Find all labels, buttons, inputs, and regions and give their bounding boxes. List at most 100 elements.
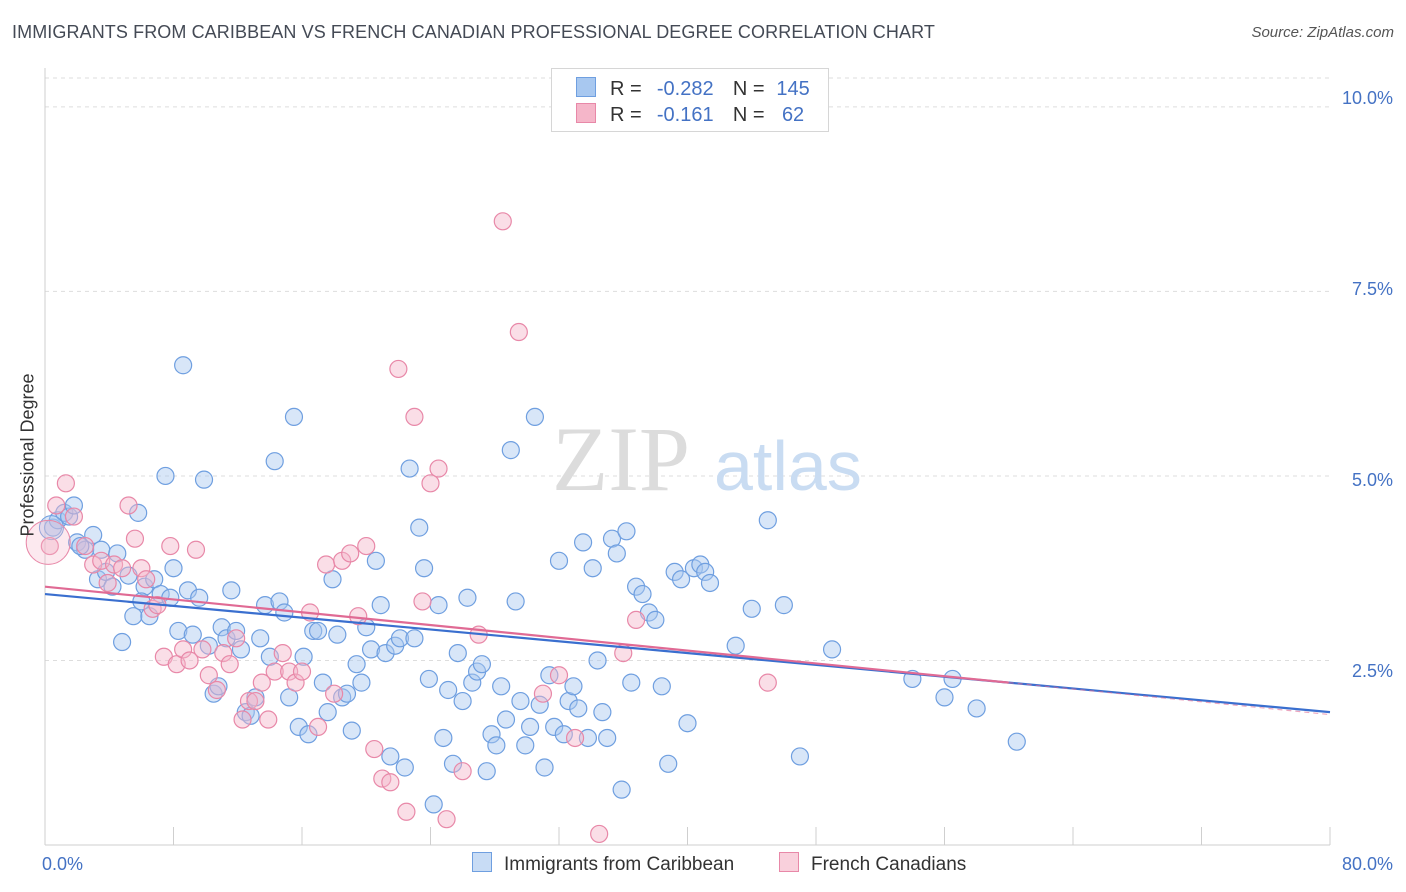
- data-point: [156, 466, 175, 486]
- data-point: [520, 717, 540, 737]
- data-point: [453, 691, 472, 711]
- data-point: [265, 452, 284, 471]
- data-point: [376, 643, 395, 663]
- data-point: [598, 728, 617, 748]
- data-point: [493, 212, 512, 231]
- data-point: [40, 536, 59, 556]
- data-point: [530, 695, 549, 714]
- y-tick-label-5-0: 5.0%: [1352, 470, 1393, 490]
- data-point: [231, 640, 251, 659]
- data-point: [564, 677, 583, 696]
- data-point: [124, 607, 143, 626]
- data-point: [239, 691, 259, 711]
- data-point: [671, 570, 691, 589]
- data-point: [700, 573, 720, 593]
- legend-swatch-pink: [576, 103, 596, 123]
- data-point: [180, 651, 199, 670]
- data-point: [112, 632, 132, 652]
- data-point: [612, 780, 631, 799]
- legend-n-label: N =: [732, 78, 765, 100]
- data-point: [365, 739, 384, 759]
- trend-line-french-canadians-extension: [1008, 682, 1331, 716]
- data-point: [76, 536, 95, 556]
- data-point: [559, 691, 578, 711]
- data-point: [652, 677, 671, 696]
- data-point: [389, 359, 408, 379]
- data-point: [583, 559, 602, 578]
- data-point: [633, 584, 652, 604]
- data-point: [516, 736, 535, 755]
- data-point: [357, 536, 376, 556]
- data-point: [59, 507, 79, 526]
- x-tick-label-max: 80.0%: [1342, 854, 1393, 874]
- data-point: [458, 588, 477, 607]
- data-point: [602, 529, 622, 548]
- trend-line-french-canadians: [44, 585, 1009, 684]
- data-point: [371, 596, 390, 615]
- data-point: [774, 596, 793, 615]
- data-point: [352, 673, 371, 692]
- data-point: [129, 503, 148, 522]
- data-point: [169, 621, 188, 641]
- data-point: [341, 544, 360, 563]
- data-point: [56, 474, 75, 493]
- data-point: [193, 640, 212, 659]
- data-point: [164, 559, 183, 578]
- data-point: [64, 507, 84, 526]
- data-point: [337, 684, 357, 703]
- legend-swatch-caribbean: [472, 852, 492, 872]
- data-point: [822, 640, 842, 659]
- data-point: [509, 322, 528, 342]
- data-point: [758, 511, 777, 530]
- data-point: [429, 459, 448, 478]
- series-french-canadian-points: [25, 212, 777, 844]
- data-point: [463, 673, 482, 692]
- data-point: [227, 621, 246, 641]
- data-point: [207, 680, 226, 700]
- data-point: [220, 655, 239, 674]
- data-point: [125, 529, 145, 548]
- data-point: [588, 651, 607, 670]
- legend-label-french-canadians: French Canadians: [811, 854, 967, 875]
- data-point: [758, 673, 777, 692]
- data-point: [439, 680, 458, 700]
- legend-swatch-blue: [576, 77, 596, 97]
- data-point: [659, 754, 678, 773]
- data-point: [593, 703, 612, 722]
- legend-r-label: R =: [610, 104, 642, 126]
- legend-swatch-french-canadians: [779, 852, 799, 872]
- source-label: Source: ZipAtlas.com: [1251, 24, 1394, 41]
- data-point: [696, 562, 715, 582]
- legend-item-french-canadians: French Canadians: [779, 852, 966, 876]
- data-point: [413, 592, 432, 611]
- data-point: [437, 810, 456, 829]
- data-point: [535, 758, 554, 777]
- data-point: [275, 603, 294, 622]
- data-point: [318, 703, 337, 722]
- data-point: [511, 691, 530, 711]
- legend-n-label: N =: [732, 104, 765, 126]
- y-tick-label-10-0: 10.0%: [1342, 88, 1393, 108]
- data-point: [178, 581, 198, 600]
- data-point: [294, 647, 313, 666]
- data-point: [308, 621, 328, 641]
- data-point: [183, 625, 202, 644]
- data-point-cluster: [25, 519, 71, 565]
- data-point: [280, 662, 299, 681]
- data-point: [477, 762, 496, 781]
- watermark: ZIP atlas: [552, 408, 862, 510]
- data-point: [626, 610, 646, 629]
- data-point: [395, 758, 414, 777]
- data-point: [443, 754, 463, 773]
- data-point: [161, 536, 180, 556]
- data-point: [135, 577, 154, 596]
- data-point-cluster: [38, 515, 64, 541]
- data-point: [299, 725, 318, 744]
- data-point: [482, 725, 501, 744]
- data-point: [361, 640, 381, 659]
- data-point: [496, 710, 516, 729]
- data-point: [578, 728, 598, 748]
- legend-n-pink: 62: [781, 104, 805, 126]
- data-point: [289, 717, 308, 737]
- data-point: [252, 673, 271, 692]
